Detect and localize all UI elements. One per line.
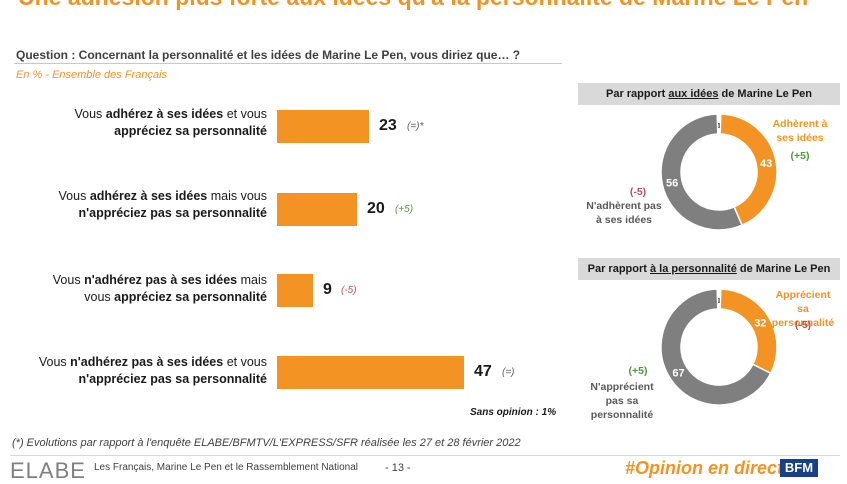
- elabe-logo: ELABE: [10, 458, 86, 483]
- personality-slice-1: [660, 288, 772, 406]
- bar-value-3: 47: [474, 363, 492, 380]
- bfm-logo: BFM: [780, 459, 818, 477]
- donut-panel-ideas: Par rapport aux idées de Marine Le Pen 1…: [578, 83, 840, 243]
- donut-personality-title: Par rapport à la personnalité de Marine …: [578, 258, 840, 280]
- ideas-value-label-0: 43: [760, 158, 772, 170]
- personality-value-label-1: 67: [672, 368, 684, 380]
- personality-not-appreciate-label: N'apprécient pas sa personnalité: [590, 381, 654, 421]
- bar-evolution-2: (-5): [341, 285, 357, 296]
- ideas-adherent-label: Adhèrent à ses idées: [772, 118, 828, 144]
- ideas-value-label-2: 1: [717, 123, 721, 130]
- personality-not-appreciate-evolution: (+5): [628, 365, 648, 377]
- bar-2: [277, 274, 313, 307]
- ideas-adherent-evolution: (+5): [790, 150, 810, 162]
- page-number: - 13 -: [385, 462, 411, 474]
- footer-subject: Les Français, Marine Le Pen et le Rassem…: [94, 462, 359, 473]
- donut-chart-personality: 1 32 67: [660, 288, 778, 406]
- divider: [14, 63, 562, 64]
- donut-ideas-title: Par rapport aux idées de Marine Le Pen: [578, 83, 840, 105]
- bar-label-1: Vous adhérez à ses idées mais vous n'appr…: [58, 189, 267, 220]
- no-opinion-note: Sans opinion : 1%: [470, 407, 557, 418]
- bar-label-2: Vous n'adhérez pas à ses idées mais vous …: [52, 273, 267, 304]
- personality-value-label-0: 32: [754, 318, 766, 330]
- bar-label-0: Vous adhérez à ses idées et vous apprécie…: [74, 107, 268, 138]
- bar-value-1: 20: [367, 200, 385, 217]
- bar-evolution-3: (=): [502, 367, 515, 378]
- bar-value-2: 9: [323, 281, 332, 298]
- bar-value-0: 23: [379, 117, 397, 134]
- donut-chart-ideas: 1 43 56: [660, 113, 778, 231]
- ideas-slice-1: [660, 113, 744, 231]
- bar-0: [277, 110, 369, 143]
- bar-3: [277, 356, 464, 389]
- personality-appreciate-label: Apprécient sa personnalité: [771, 289, 835, 329]
- donut-panel-personality: Par rapport à la personnalité de Marine …: [578, 258, 840, 421]
- bar-1: [277, 193, 357, 226]
- population-subtitle: En % - Ensemble des Français: [16, 69, 168, 81]
- footnote: (*) Evolutions par rapport à l'enquête E…: [12, 437, 521, 449]
- page-title: Une adhésion plus forte aux idées qu'à l…: [18, 0, 808, 11]
- footer-divider: [10, 455, 840, 456]
- ideas-non-adherent-evolution: (-5): [629, 186, 647, 198]
- bar-evolution-0: (=)*: [407, 121, 424, 132]
- hashtag: #Opinion en direct: [625, 458, 784, 478]
- ideas-value-label-1: 56: [666, 177, 678, 189]
- ideas-non-adherent-label: N'adhèrent pas à ses idées: [586, 200, 662, 226]
- question-text: Question : Concernant la personnalité et…: [16, 48, 521, 62]
- personality-appreciate-evolution: (-5): [794, 319, 812, 331]
- bar-evolution-1: (+5): [395, 204, 414, 215]
- personality-value-label-2: 1: [717, 298, 721, 305]
- personality-slice-0: [719, 288, 778, 375]
- bar-label-3: Vous n'adhérez pas à ses idées et vous n'…: [38, 355, 267, 386]
- ideas-slice-0: [719, 113, 778, 227]
